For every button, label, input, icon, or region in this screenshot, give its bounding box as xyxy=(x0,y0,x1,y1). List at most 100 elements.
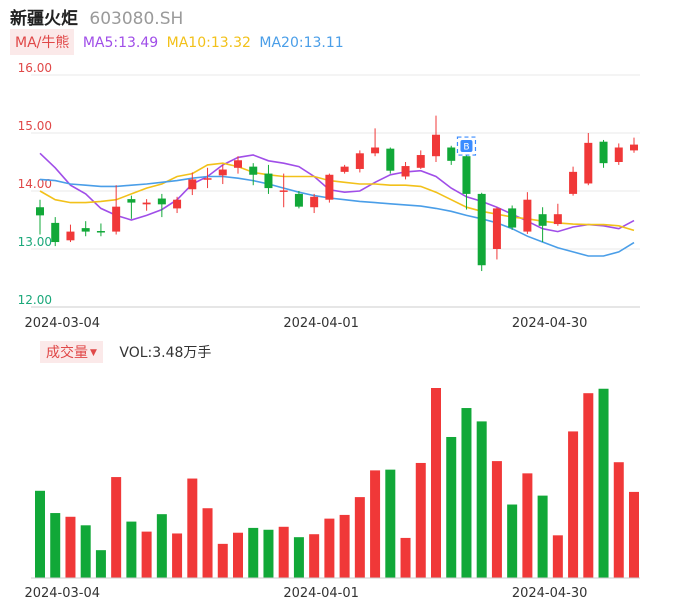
candlestick[interactable] xyxy=(462,155,471,210)
candlestick[interactable] xyxy=(294,191,303,209)
volume-bar[interactable] xyxy=(339,514,350,578)
candlestick[interactable] xyxy=(432,115,440,162)
candlestick[interactable] xyxy=(416,150,425,169)
candlestick[interactable] xyxy=(51,217,60,247)
candlestick[interactable] xyxy=(96,223,105,237)
candlestick[interactable] xyxy=(279,173,288,208)
volume-bar[interactable] xyxy=(187,478,198,578)
volume-bar[interactable] xyxy=(461,408,472,578)
candlestick[interactable] xyxy=(188,172,197,196)
volume-bar[interactable] xyxy=(309,534,320,578)
ma-indicator-tag[interactable]: MA/牛熊 xyxy=(10,29,75,55)
volume-bar[interactable] xyxy=(156,514,167,578)
candle-body xyxy=(492,208,501,249)
volume-bar[interactable] xyxy=(476,421,487,578)
volume-bar[interactable] xyxy=(537,495,548,578)
candlestick[interactable] xyxy=(218,164,227,185)
volume-bar[interactable] xyxy=(141,531,152,578)
candlestick[interactable] xyxy=(401,162,410,180)
candlestick[interactable] xyxy=(371,128,380,157)
candle-body xyxy=(371,147,380,154)
candlestick[interactable] xyxy=(386,147,395,174)
candlestick[interactable] xyxy=(538,207,547,243)
candlestick[interactable] xyxy=(569,166,578,196)
candlestick[interactable] xyxy=(325,173,334,203)
volume-bar[interactable] xyxy=(370,470,381,578)
volume-bar[interactable] xyxy=(248,527,259,578)
volume-bar[interactable] xyxy=(613,462,624,578)
candlestick[interactable] xyxy=(630,137,638,153)
volume-bar[interactable] xyxy=(80,525,91,578)
volume-bar[interactable] xyxy=(263,529,274,578)
candlestick[interactable] xyxy=(599,139,608,168)
volume-bar[interactable] xyxy=(522,473,533,578)
candlestick[interactable] xyxy=(203,167,212,189)
volume-bar[interactable] xyxy=(552,535,563,578)
volume-bar[interactable] xyxy=(202,508,213,578)
candle-body xyxy=(96,231,105,233)
volume-bar[interactable] xyxy=(172,533,183,578)
volume-bar[interactable] xyxy=(50,513,61,578)
marker-badge[interactable] xyxy=(460,140,473,153)
caret-down-icon: ▼ xyxy=(90,348,97,358)
candle-body xyxy=(127,199,136,203)
volume-bar[interactable] xyxy=(431,388,441,578)
candlestick[interactable] xyxy=(477,192,486,272)
candlestick[interactable] xyxy=(127,195,136,219)
candlestick[interactable] xyxy=(66,224,75,243)
volume-bar[interactable] xyxy=(95,550,106,578)
candlestick[interactable] xyxy=(523,192,532,234)
volume-bar[interactable] xyxy=(278,526,289,578)
candlestick[interactable] xyxy=(492,207,501,260)
candle-body xyxy=(218,169,227,176)
volume-bar[interactable] xyxy=(126,521,137,578)
candlestick[interactable] xyxy=(234,156,242,174)
ma5-line xyxy=(39,152,635,233)
candlestick[interactable] xyxy=(249,163,258,186)
candlestick[interactable] xyxy=(310,193,319,214)
ma20-label: MA20:13.11 xyxy=(259,35,344,51)
price-axis-labels: 16.00 15.00 14.00 13.00 12.00 xyxy=(18,61,52,307)
candle-body xyxy=(584,142,593,184)
volume-bar[interactable] xyxy=(35,490,45,578)
volume-bar[interactable] xyxy=(233,532,243,578)
candle-body xyxy=(432,134,440,157)
candlestick[interactable] xyxy=(584,133,593,186)
volume-bar[interactable] xyxy=(507,504,518,578)
candlestick[interactable] xyxy=(355,150,364,173)
volume-bar[interactable] xyxy=(568,431,579,578)
volume-bar[interactable] xyxy=(217,543,228,578)
candlestick[interactable] xyxy=(112,185,121,235)
candlestick[interactable] xyxy=(81,221,90,237)
volume-bar[interactable] xyxy=(400,537,411,578)
candlestick[interactable] xyxy=(340,164,349,174)
volume-bar[interactable] xyxy=(415,462,426,578)
candlestick[interactable] xyxy=(508,205,517,230)
candle-body xyxy=(355,153,364,169)
volume-bar[interactable] xyxy=(446,436,457,578)
candlestick[interactable] xyxy=(553,203,562,226)
candlestick[interactable] xyxy=(36,199,44,235)
volume-bar[interactable] xyxy=(65,516,76,578)
candlestick[interactable] xyxy=(264,164,273,194)
candlestick[interactable] xyxy=(614,143,623,165)
volume-bar[interactable] xyxy=(293,537,304,578)
candlestick[interactable] xyxy=(142,199,151,211)
volume-indicator-tag[interactable]: 成交量 ▼ xyxy=(40,341,103,363)
candlestick[interactable] xyxy=(157,193,166,218)
volume-bar[interactable] xyxy=(324,518,335,578)
volume-bar[interactable] xyxy=(385,469,396,578)
volume-bar[interactable] xyxy=(598,388,609,578)
volume-bar[interactable] xyxy=(111,477,122,578)
date-tick-label: 2024-03-04 xyxy=(24,316,100,331)
volume-bar[interactable] xyxy=(491,461,502,578)
candlestick[interactable] xyxy=(447,145,456,165)
volume-bar[interactable] xyxy=(354,497,365,578)
date-tick-label: 2024-04-30 xyxy=(512,586,588,601)
candle-body xyxy=(81,228,90,232)
volume-bar[interactable] xyxy=(629,491,639,578)
price-tick-label: 15.00 xyxy=(18,119,52,133)
volume-bar[interactable] xyxy=(583,393,594,578)
candlestick[interactable] xyxy=(173,196,182,214)
